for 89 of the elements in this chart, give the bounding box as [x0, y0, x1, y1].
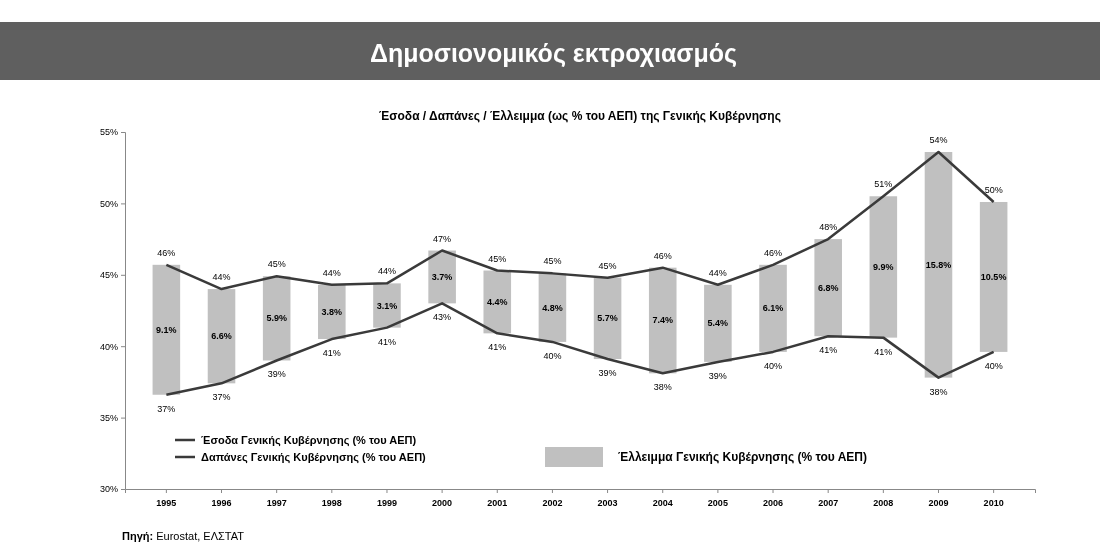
data-label: 9.1% [156, 324, 177, 335]
data-label: 41% [377, 336, 396, 347]
data-label: 47% [433, 233, 452, 244]
y-tick-label: 55% [99, 127, 118, 138]
x-tick-label: 1998 [321, 497, 342, 508]
data-label: 5.4% [707, 318, 729, 329]
data-label: 40% [984, 360, 1003, 371]
chart-subtitle: Έσοδα / Δαπάνες / Έλλειμμα (ως % του ΑΕΠ) της Γενικής Κυβέρνησης [379, 109, 781, 123]
y-tick-label: 30% [99, 484, 118, 495]
legend-label: Έλλειμμα Γενικής Κυβέρνησης (% του ΑΕΠ) [618, 450, 868, 464]
bar [483, 270, 512, 334]
data-label: 37% [157, 403, 176, 414]
data-label: 5.9% [266, 313, 287, 324]
data-label: 4.4% [487, 296, 508, 307]
data-label: 46% [157, 247, 176, 258]
bar [704, 284, 732, 362]
x-tick-label: 2005 [707, 497, 728, 508]
data-label: 38% [929, 386, 948, 397]
data-label: 46% [653, 250, 672, 261]
data-label: 5.7% [597, 313, 618, 324]
x-tick-label: 1995 [156, 497, 177, 508]
y-tick-label: 40% [99, 341, 118, 352]
x-tick-label: 2007 [818, 497, 839, 508]
data-label: 39% [598, 368, 617, 379]
x-tick-label: 1996 [211, 497, 232, 508]
data-label: 39% [267, 369, 286, 380]
data-label: 9.9% [873, 261, 894, 272]
y-tick-label: 50% [99, 198, 118, 209]
x-tick-label: 2009 [928, 497, 949, 508]
bar [814, 239, 842, 337]
data-label: 3.8% [321, 306, 343, 317]
bar [979, 201, 1008, 352]
data-label: 38% [653, 382, 672, 393]
data-label: 43% [433, 312, 452, 323]
data-label: 10.5% [980, 271, 1007, 282]
bar [318, 284, 346, 340]
data-label: 3.1% [376, 300, 398, 311]
data-label: 7.4% [652, 315, 673, 326]
data-label: 37% [212, 392, 231, 403]
data-label: 15.8% [925, 259, 952, 270]
text: Πηγή: Eurostat, ΕΛΣΤΑΤ [122, 530, 245, 542]
x-tick-label: 1999 [376, 497, 397, 508]
data-label: 6.8% [817, 282, 839, 293]
data-label: 3.7% [431, 271, 453, 282]
y-tick-label: 35% [99, 412, 118, 423]
data-label: 6.1% [762, 303, 784, 314]
bar [924, 151, 953, 378]
x-tick-label: 2006 [763, 497, 784, 508]
data-label: 44% [708, 267, 727, 278]
y-tick-label: 45% [99, 270, 118, 281]
bar [648, 267, 677, 374]
data-label: 44% [322, 267, 341, 278]
data-label: 6.6% [211, 331, 232, 342]
data-label: 54% [929, 134, 948, 145]
legend-label: Έσοδα Γενικής Κυβέρνησης (% του ΑΕΠ) [201, 434, 417, 447]
data-label: 41% [819, 345, 838, 356]
legend-label: Δαπάνες Γενικής Κυβέρνησης (% του ΑΕΠ) [201, 451, 427, 464]
bar [207, 289, 236, 384]
data-label: 41% [322, 348, 341, 359]
data-label: 40% [543, 350, 562, 361]
data-label: 45% [543, 256, 562, 267]
x-tick-label: 1997 [266, 497, 287, 508]
data-label: 45% [267, 259, 286, 270]
bar [152, 264, 181, 395]
x-tick-label: 2001 [487, 497, 508, 508]
x-tick-label: 2003 [597, 497, 618, 508]
bar [759, 264, 787, 352]
data-label: 50% [984, 184, 1003, 195]
chart-title: Δημοσιονομικός εκτροχιασμός [369, 39, 738, 68]
x-tick-label: 2000 [432, 497, 453, 508]
x-tick-label: 2002 [542, 497, 563, 508]
x-tick-label: 2010 [983, 497, 1004, 508]
data-label: 41% [488, 342, 507, 353]
data-label: 41% [874, 346, 893, 357]
bar [869, 196, 898, 338]
data-label: 45% [488, 253, 507, 264]
data-label: 46% [764, 247, 783, 258]
data-label: 44% [377, 266, 396, 277]
data-label: 51% [874, 179, 893, 190]
data-label: 44% [212, 272, 231, 283]
bar [593, 277, 622, 360]
data-label: 39% [708, 370, 727, 381]
data-label: 40% [764, 360, 783, 371]
x-tick-label: 2004 [652, 497, 673, 508]
data-label: 45% [598, 260, 617, 271]
x-tick-label: 2008 [873, 497, 894, 508]
data-label: 4.8% [542, 302, 563, 313]
data-label: 48% [819, 222, 838, 233]
bar [373, 283, 401, 328]
